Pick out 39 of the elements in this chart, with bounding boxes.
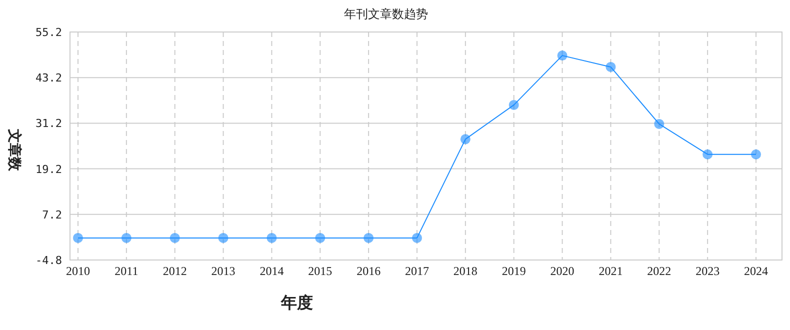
point [218, 232, 228, 243]
x-tick-label: 2013 [211, 264, 236, 278]
x-tick-label: 2020 [550, 264, 574, 278]
point [73, 232, 83, 243]
point [364, 232, 374, 243]
point [266, 232, 277, 243]
x-tick-label: 2021 [598, 264, 623, 278]
point [751, 149, 761, 160]
y-tick-label: 43.2 [36, 72, 62, 85]
y-tick-label: 55.2 [36, 26, 62, 39]
y-tick-label: 19.2 [36, 162, 62, 176]
x-tick-label: 2011 [114, 264, 138, 278]
point [460, 134, 470, 144]
point [315, 232, 326, 243]
x-axis-title: 年度 [280, 293, 313, 312]
point [654, 118, 664, 129]
point [508, 100, 519, 110]
chart-title: 年刊文章数趋势 [344, 7, 428, 21]
x-tick-label: 2012 [162, 264, 187, 278]
x-tick-label: 2010 [66, 264, 90, 278]
point [606, 62, 616, 72]
y-axis-title: 文章数 [6, 128, 23, 172]
x-tick-label: 2017 [405, 264, 429, 278]
x-tick-label: 2015 [308, 264, 332, 278]
point [557, 50, 568, 61]
x-tick-label: 2018 [453, 264, 478, 278]
y-tick-label: -4.8 [36, 254, 62, 267]
point [121, 232, 132, 243]
y-tick-label: 31.2 [36, 117, 62, 130]
y-tick-label: 7.2 [42, 208, 62, 222]
x-tick-label: 2023 [696, 264, 720, 278]
point [412, 232, 422, 243]
x-tick-label: 2024 [744, 264, 768, 278]
x-tick-label: 2014 [260, 264, 284, 278]
point [170, 232, 180, 243]
x-tick-label: 2016 [356, 264, 381, 278]
x-tick-label: 2022 [647, 264, 672, 278]
x-tick-label: 2019 [502, 264, 526, 278]
point [702, 149, 713, 160]
